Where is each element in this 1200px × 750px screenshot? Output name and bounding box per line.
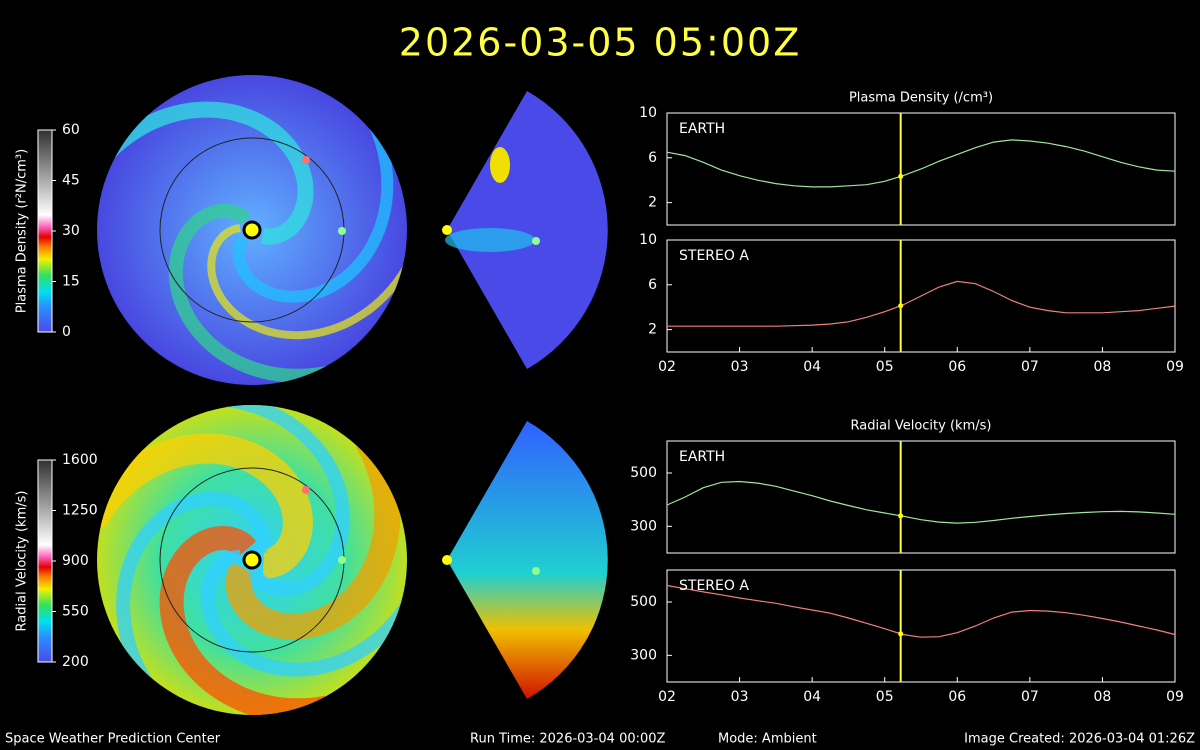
y-tick-label: 300 (630, 518, 657, 534)
y-tick-label: 500 (630, 465, 657, 481)
x-tick-label: 06 (948, 359, 966, 375)
earth-marker (338, 556, 346, 564)
stereo-a-marker (302, 156, 310, 164)
x-tick-label: 03 (731, 359, 749, 375)
y-tick-label: 2 (648, 195, 657, 211)
spiral-arm (225, 435, 401, 640)
x-tick-label: 08 (1094, 689, 1112, 705)
spiral-arm (159, 525, 330, 715)
colorbar (37, 129, 53, 333)
spiral-arm (97, 433, 313, 579)
x-tick-label: 02 (658, 689, 676, 705)
current-dot (898, 513, 904, 519)
y-tick-label: 300 (630, 647, 657, 663)
y-tick-label: 2 (648, 322, 657, 338)
footer-created: Image Created: 2026-03-04 01:26Z (964, 732, 1195, 747)
x-tick-label: 07 (1021, 689, 1039, 705)
legend-label: EARTH (679, 449, 725, 465)
x-tick-label: 05 (876, 359, 894, 375)
colorbar-tick-label: 550 (62, 604, 89, 620)
x-tick-label: 04 (803, 359, 821, 375)
y-tick-label: 6 (648, 150, 657, 166)
title: 2026-03-05 05:00Z (399, 21, 801, 65)
velocity-spirals (97, 405, 407, 715)
x-tick-label: 04 (803, 689, 821, 705)
colorbar-tick-label: 1600 (62, 452, 98, 468)
earth-marker (532, 237, 540, 245)
spiral-arm (116, 492, 270, 699)
spiral-arm (232, 108, 394, 303)
legend-label: STEREO A (679, 248, 749, 264)
sun (242, 550, 262, 570)
colorbar-label: Plasma Density (r²N/cm³) (15, 149, 30, 313)
footer-left: Space Weather Prediction Center (5, 732, 221, 747)
current-dot (898, 173, 904, 179)
current-dot (898, 631, 904, 637)
spiral-arm (213, 405, 350, 597)
wedge-feature (445, 228, 535, 252)
density-spirals (97, 101, 407, 383)
y-tick-label: 500 (630, 594, 657, 610)
footer-run: Run Time: 2026-03-04 00:00Z (470, 732, 666, 747)
spiral-arm (200, 549, 407, 677)
x-tick-label: 03 (731, 689, 749, 705)
y-tick-label: 6 (648, 277, 657, 293)
stereo-a-marker (302, 486, 310, 494)
spiral-arm (207, 224, 407, 340)
earth-marker (338, 227, 346, 235)
colorbar-tick-label: 30 (62, 223, 80, 239)
wedge-feature (490, 147, 510, 183)
colorbar-tick-label: 1250 (62, 503, 98, 519)
series-line (666, 480, 1176, 524)
series-line (666, 584, 1176, 638)
earth-marker (532, 567, 540, 575)
colorbar-tick-label: 0 (62, 324, 71, 340)
x-tick-label: 07 (1021, 359, 1039, 375)
plot-frame (666, 112, 1176, 226)
series-line (667, 280, 1176, 327)
sun (442, 225, 452, 235)
x-tick-label: 09 (1166, 689, 1184, 705)
series-line (666, 139, 1176, 188)
plot-frame (666, 440, 1176, 554)
sun (242, 220, 262, 240)
velocity-wedge (447, 421, 608, 699)
colorbar-tick-label: 45 (62, 173, 80, 189)
spiral-arm (168, 203, 344, 383)
colorbar (37, 459, 53, 663)
sun (442, 555, 452, 565)
x-tick-label: 06 (948, 689, 966, 705)
legend-label: EARTH (679, 121, 725, 137)
footer-mode: Mode: Ambient (718, 732, 817, 747)
chart-title: Plasma Density (/cm³) (849, 91, 993, 106)
x-tick-label: 05 (876, 689, 894, 705)
x-tick-label: 08 (1094, 359, 1112, 375)
plot-frame (666, 569, 1176, 683)
spiral-arm (97, 101, 314, 245)
colorbar-label: Radial Velocity (km/s) (15, 491, 30, 632)
colorbar-tick-label: 900 (62, 553, 89, 569)
legend-label: STEREO A (679, 578, 749, 594)
plot-frame (666, 239, 1176, 353)
x-tick-label: 09 (1166, 359, 1184, 375)
density-wedge (447, 91, 608, 369)
chart-title: Radial Velocity (km/s) (851, 419, 992, 434)
colorbar-tick-label: 15 (62, 274, 80, 290)
y-tick-label: 10 (639, 105, 657, 121)
colorbar-tick-label: 200 (62, 654, 89, 670)
x-tick-label: 02 (658, 359, 676, 375)
current-dot (898, 303, 904, 309)
colorbar-tick-label: 60 (62, 122, 80, 138)
y-tick-label: 10 (639, 232, 657, 248)
